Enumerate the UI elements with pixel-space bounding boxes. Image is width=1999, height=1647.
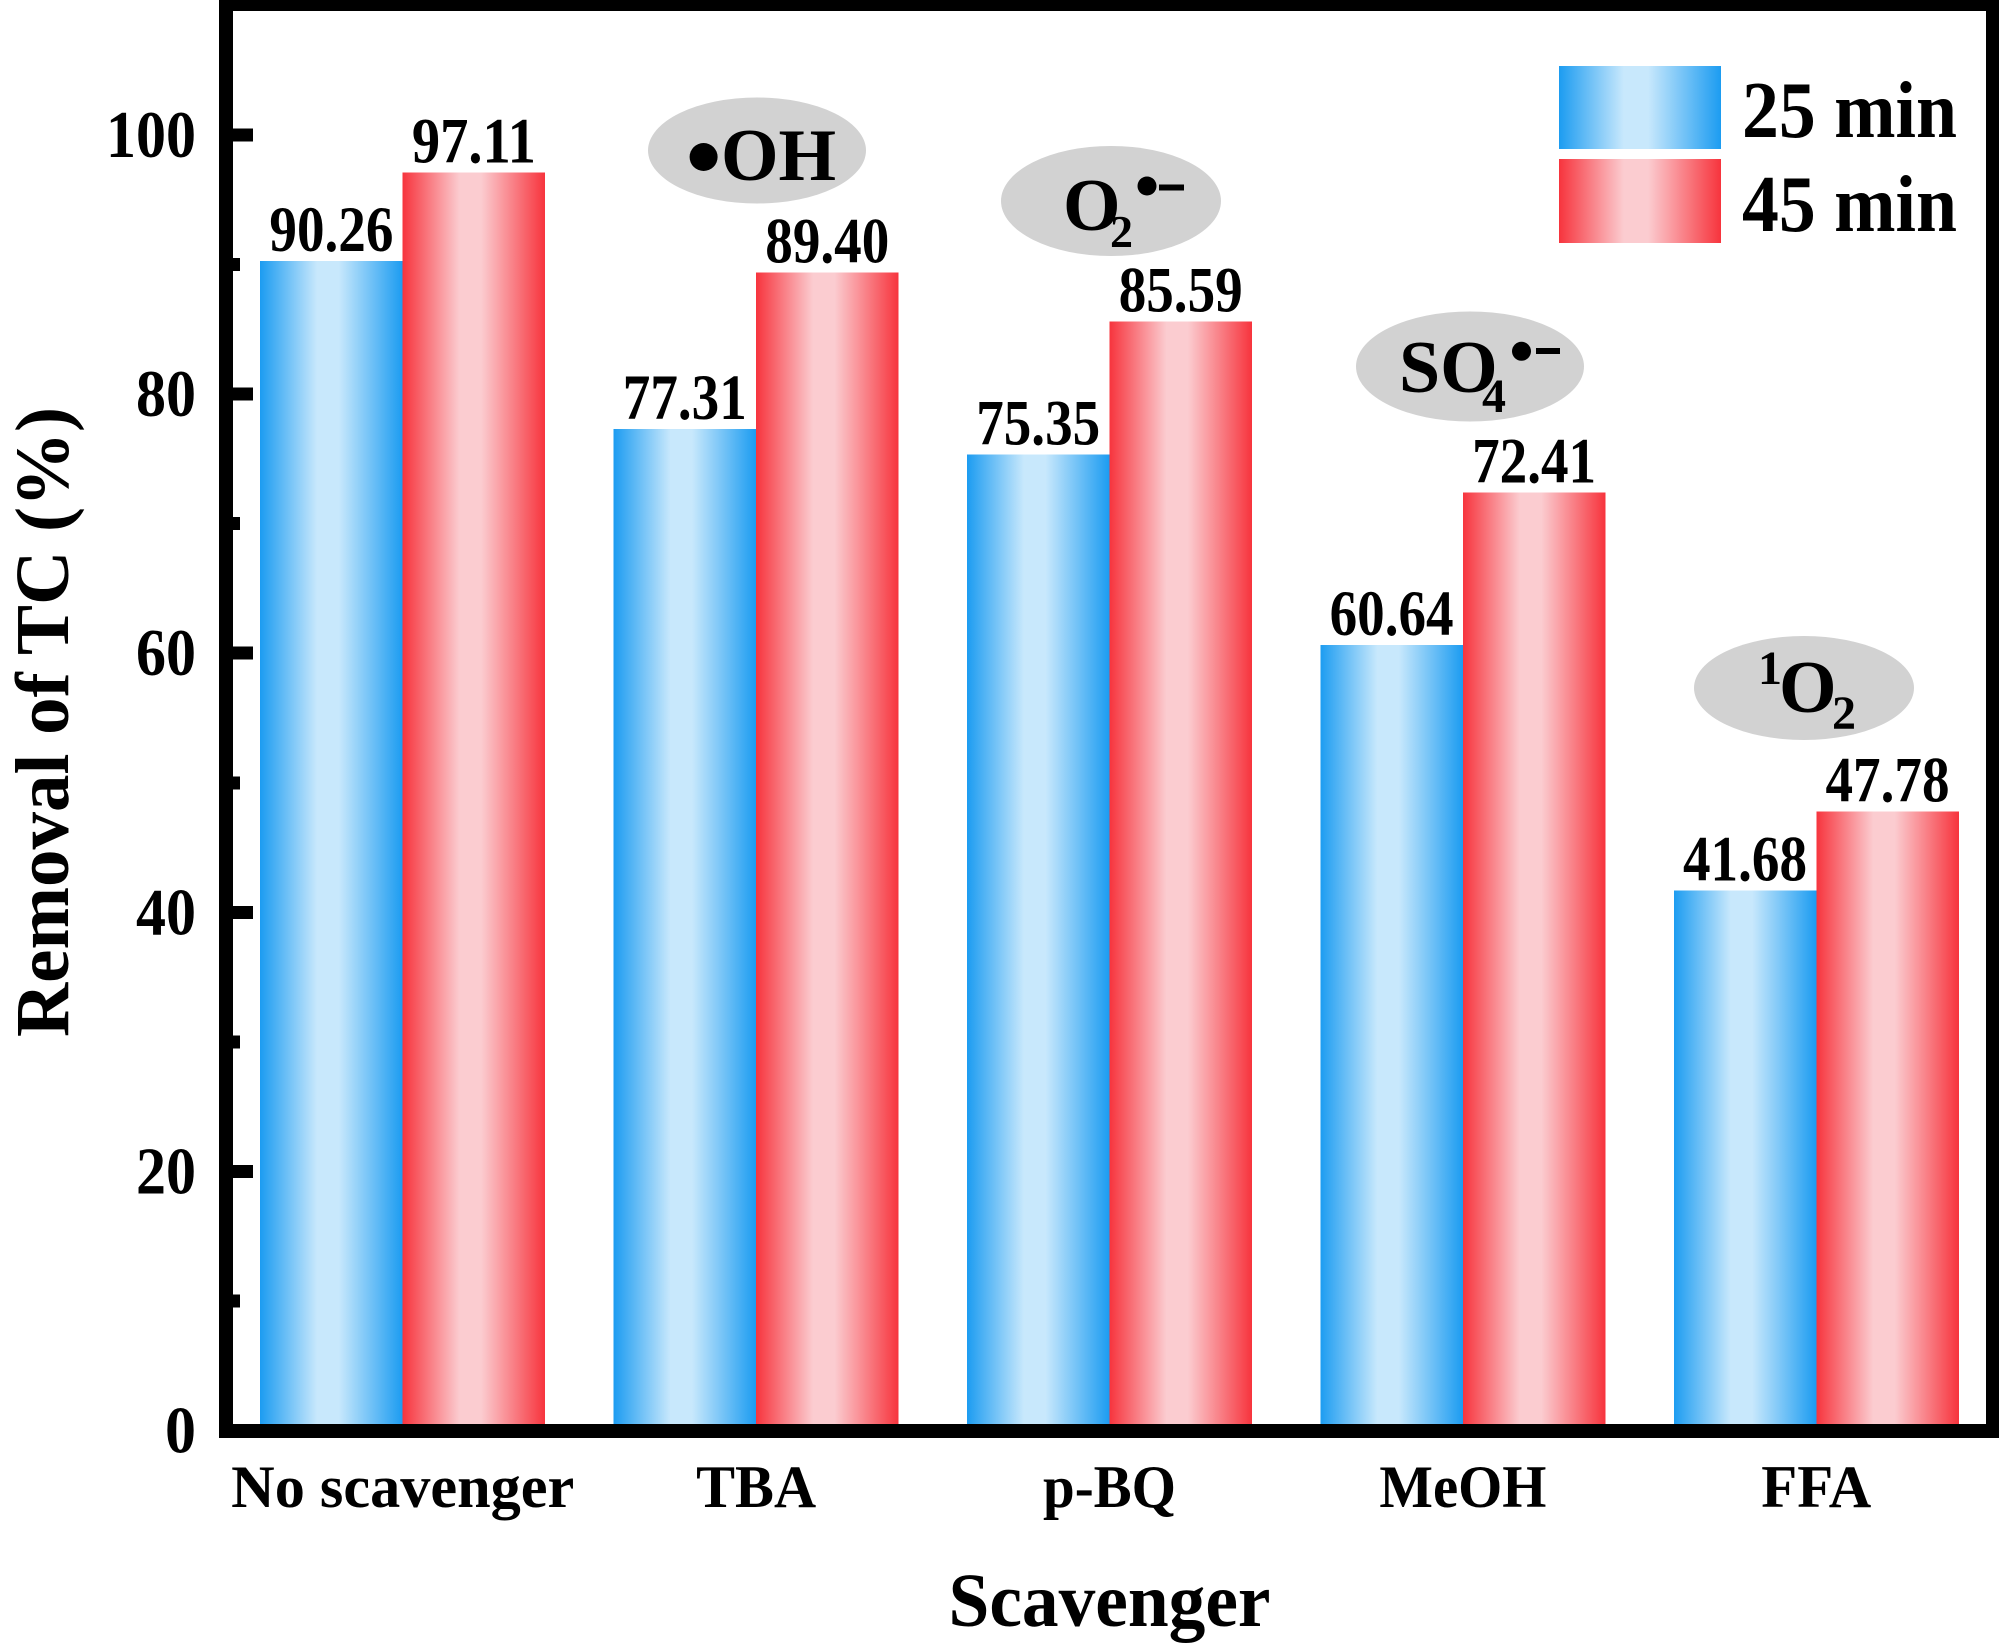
svg-text:89.40: 89.40 xyxy=(765,205,889,277)
svg-text:40: 40 xyxy=(136,875,196,949)
svg-text:100: 100 xyxy=(106,98,196,172)
svg-text:O: O xyxy=(1779,647,1837,729)
svg-text:41.68: 41.68 xyxy=(1683,824,1807,896)
svg-text:25 min: 25 min xyxy=(1742,67,1957,155)
svg-text:Removal of TC (%): Removal of TC (%) xyxy=(1,407,85,1037)
svg-text:2: 2 xyxy=(1110,206,1133,257)
svg-text:OH: OH xyxy=(721,115,836,197)
svg-text:2: 2 xyxy=(1832,687,1856,740)
svg-text:60: 60 xyxy=(136,616,196,690)
svg-text:0: 0 xyxy=(165,1394,196,1468)
svg-text:TBA: TBA xyxy=(696,1454,816,1520)
svg-text:75.35: 75.35 xyxy=(976,387,1100,459)
svg-text:No scavenger: No scavenger xyxy=(231,1454,574,1520)
svg-text:47.78: 47.78 xyxy=(1826,745,1950,817)
svg-text:72.41: 72.41 xyxy=(1472,425,1596,497)
svg-text:97.11: 97.11 xyxy=(412,105,536,177)
svg-text:1: 1 xyxy=(1758,642,1782,695)
svg-text:p-BQ: p-BQ xyxy=(1043,1454,1176,1520)
svg-text:45 min: 45 min xyxy=(1742,161,1957,249)
svg-text:60.64: 60.64 xyxy=(1330,578,1454,650)
svg-text:O: O xyxy=(1063,165,1121,247)
svg-text:77.31: 77.31 xyxy=(623,362,747,434)
svg-text:4: 4 xyxy=(1482,370,1506,423)
svg-text:80: 80 xyxy=(136,357,196,431)
svg-text:20: 20 xyxy=(136,1134,196,1208)
svg-text:FFA: FFA xyxy=(1761,1454,1871,1520)
svg-text:SO: SO xyxy=(1399,327,1498,409)
svg-text:Scavenger: Scavenger xyxy=(949,1559,1271,1643)
svg-text:MeOH: MeOH xyxy=(1379,1454,1546,1520)
svg-text:90.26: 90.26 xyxy=(269,194,393,266)
svg-text:85.59: 85.59 xyxy=(1119,255,1243,327)
